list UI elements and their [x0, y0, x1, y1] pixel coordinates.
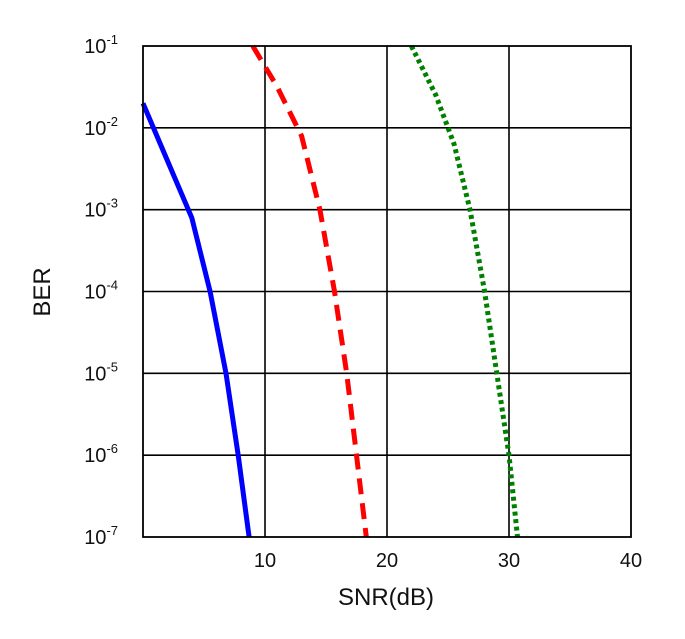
- y-tick-labels: 10-1 10-2 10-3 10-4 10-5 10-6 10-7: [84, 32, 118, 549]
- x-tick-label: 10: [254, 550, 276, 572]
- y-tick-label: 10-3: [84, 196, 118, 222]
- y-tick-label: 10-6: [84, 441, 118, 467]
- series-green-dotted: [409, 44, 520, 538]
- grid: [143, 46, 631, 537]
- x-axis-label: SNR(dB): [338, 584, 434, 611]
- x-tick-label: 40: [620, 550, 642, 572]
- y-tick-label: 10-4: [84, 278, 118, 304]
- y-axis-label: BER: [29, 267, 56, 316]
- x-tick-labels: 10 20 30 40: [254, 550, 642, 572]
- y-tick-label: 10-7: [84, 523, 118, 549]
- y-tick-label: 10-2: [84, 114, 118, 140]
- plot-frame: [142, 45, 632, 538]
- y-tick-label: 10-5: [84, 359, 118, 385]
- series-blue-solid: [140, 102, 252, 538]
- y-tick-label: 10-1: [84, 32, 118, 58]
- series-lines: [140, 44, 520, 538]
- x-tick-label: 30: [498, 550, 520, 572]
- series-red-dashed: [250, 44, 369, 538]
- plot-border: [142, 45, 632, 538]
- x-tick-label: 20: [376, 550, 398, 572]
